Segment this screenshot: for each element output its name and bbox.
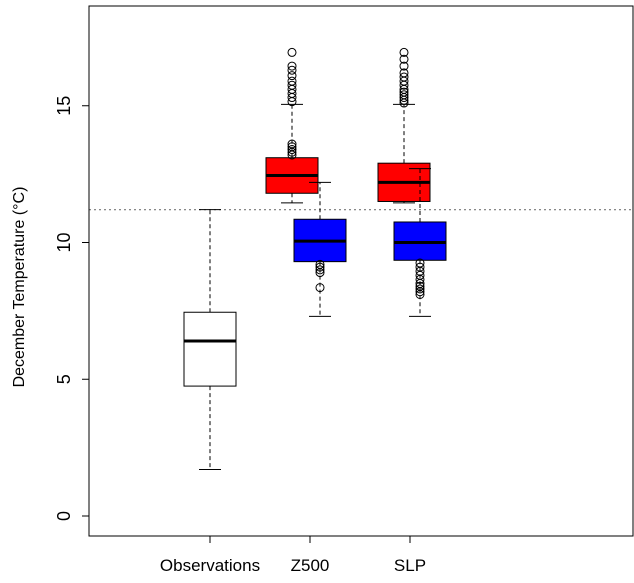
outlier-point bbox=[287, 145, 297, 155]
outlier-point bbox=[415, 287, 425, 297]
outlier-point bbox=[315, 283, 325, 293]
outlier-point bbox=[415, 289, 425, 299]
x-axis: Observations Z500 SLP bbox=[160, 535, 426, 575]
outlier-point bbox=[399, 90, 409, 100]
outlier-point bbox=[399, 47, 409, 57]
box-rect bbox=[183, 311, 237, 387]
outlier-point bbox=[399, 72, 409, 82]
outlier-point bbox=[399, 87, 409, 97]
y-tick-label: 5 bbox=[54, 374, 74, 384]
box-z500-1 bbox=[265, 47, 319, 204]
y-axis: 0 5 10 15 bbox=[54, 96, 90, 521]
x-tick-label: SLP bbox=[394, 556, 426, 575]
outlier-point bbox=[399, 61, 409, 71]
outlier-point bbox=[315, 268, 325, 278]
box-slp-3 bbox=[377, 47, 431, 204]
box-slp-4 bbox=[393, 168, 447, 317]
outlier-point bbox=[287, 80, 297, 90]
box-z500-2 bbox=[293, 181, 347, 317]
outlier-point bbox=[399, 54, 409, 64]
y-tick-label: 0 bbox=[54, 511, 74, 521]
outlier-point bbox=[287, 65, 297, 75]
x-tick-label: Observations bbox=[160, 556, 260, 575]
box-observations-0 bbox=[183, 209, 237, 471]
x-tick-label: Z500 bbox=[291, 556, 330, 575]
outlier-point bbox=[415, 274, 425, 284]
outlier-point bbox=[287, 71, 297, 81]
y-axis-title: December Temperature (°C) bbox=[11, 187, 28, 388]
outlier-point bbox=[315, 265, 325, 275]
outlier-point bbox=[287, 76, 297, 86]
y-tick-label: 15 bbox=[54, 96, 74, 116]
plot-frame bbox=[88, 5, 634, 537]
outlier-point bbox=[415, 284, 425, 294]
outlier-point bbox=[315, 262, 325, 272]
boxes-layer bbox=[183, 47, 447, 471]
y-tick-label: 10 bbox=[54, 232, 74, 252]
outlier-point bbox=[399, 68, 409, 78]
outlier-point bbox=[287, 47, 297, 57]
outlier-point bbox=[287, 142, 297, 152]
outlier-point bbox=[287, 61, 297, 71]
outlier-point bbox=[287, 139, 297, 149]
